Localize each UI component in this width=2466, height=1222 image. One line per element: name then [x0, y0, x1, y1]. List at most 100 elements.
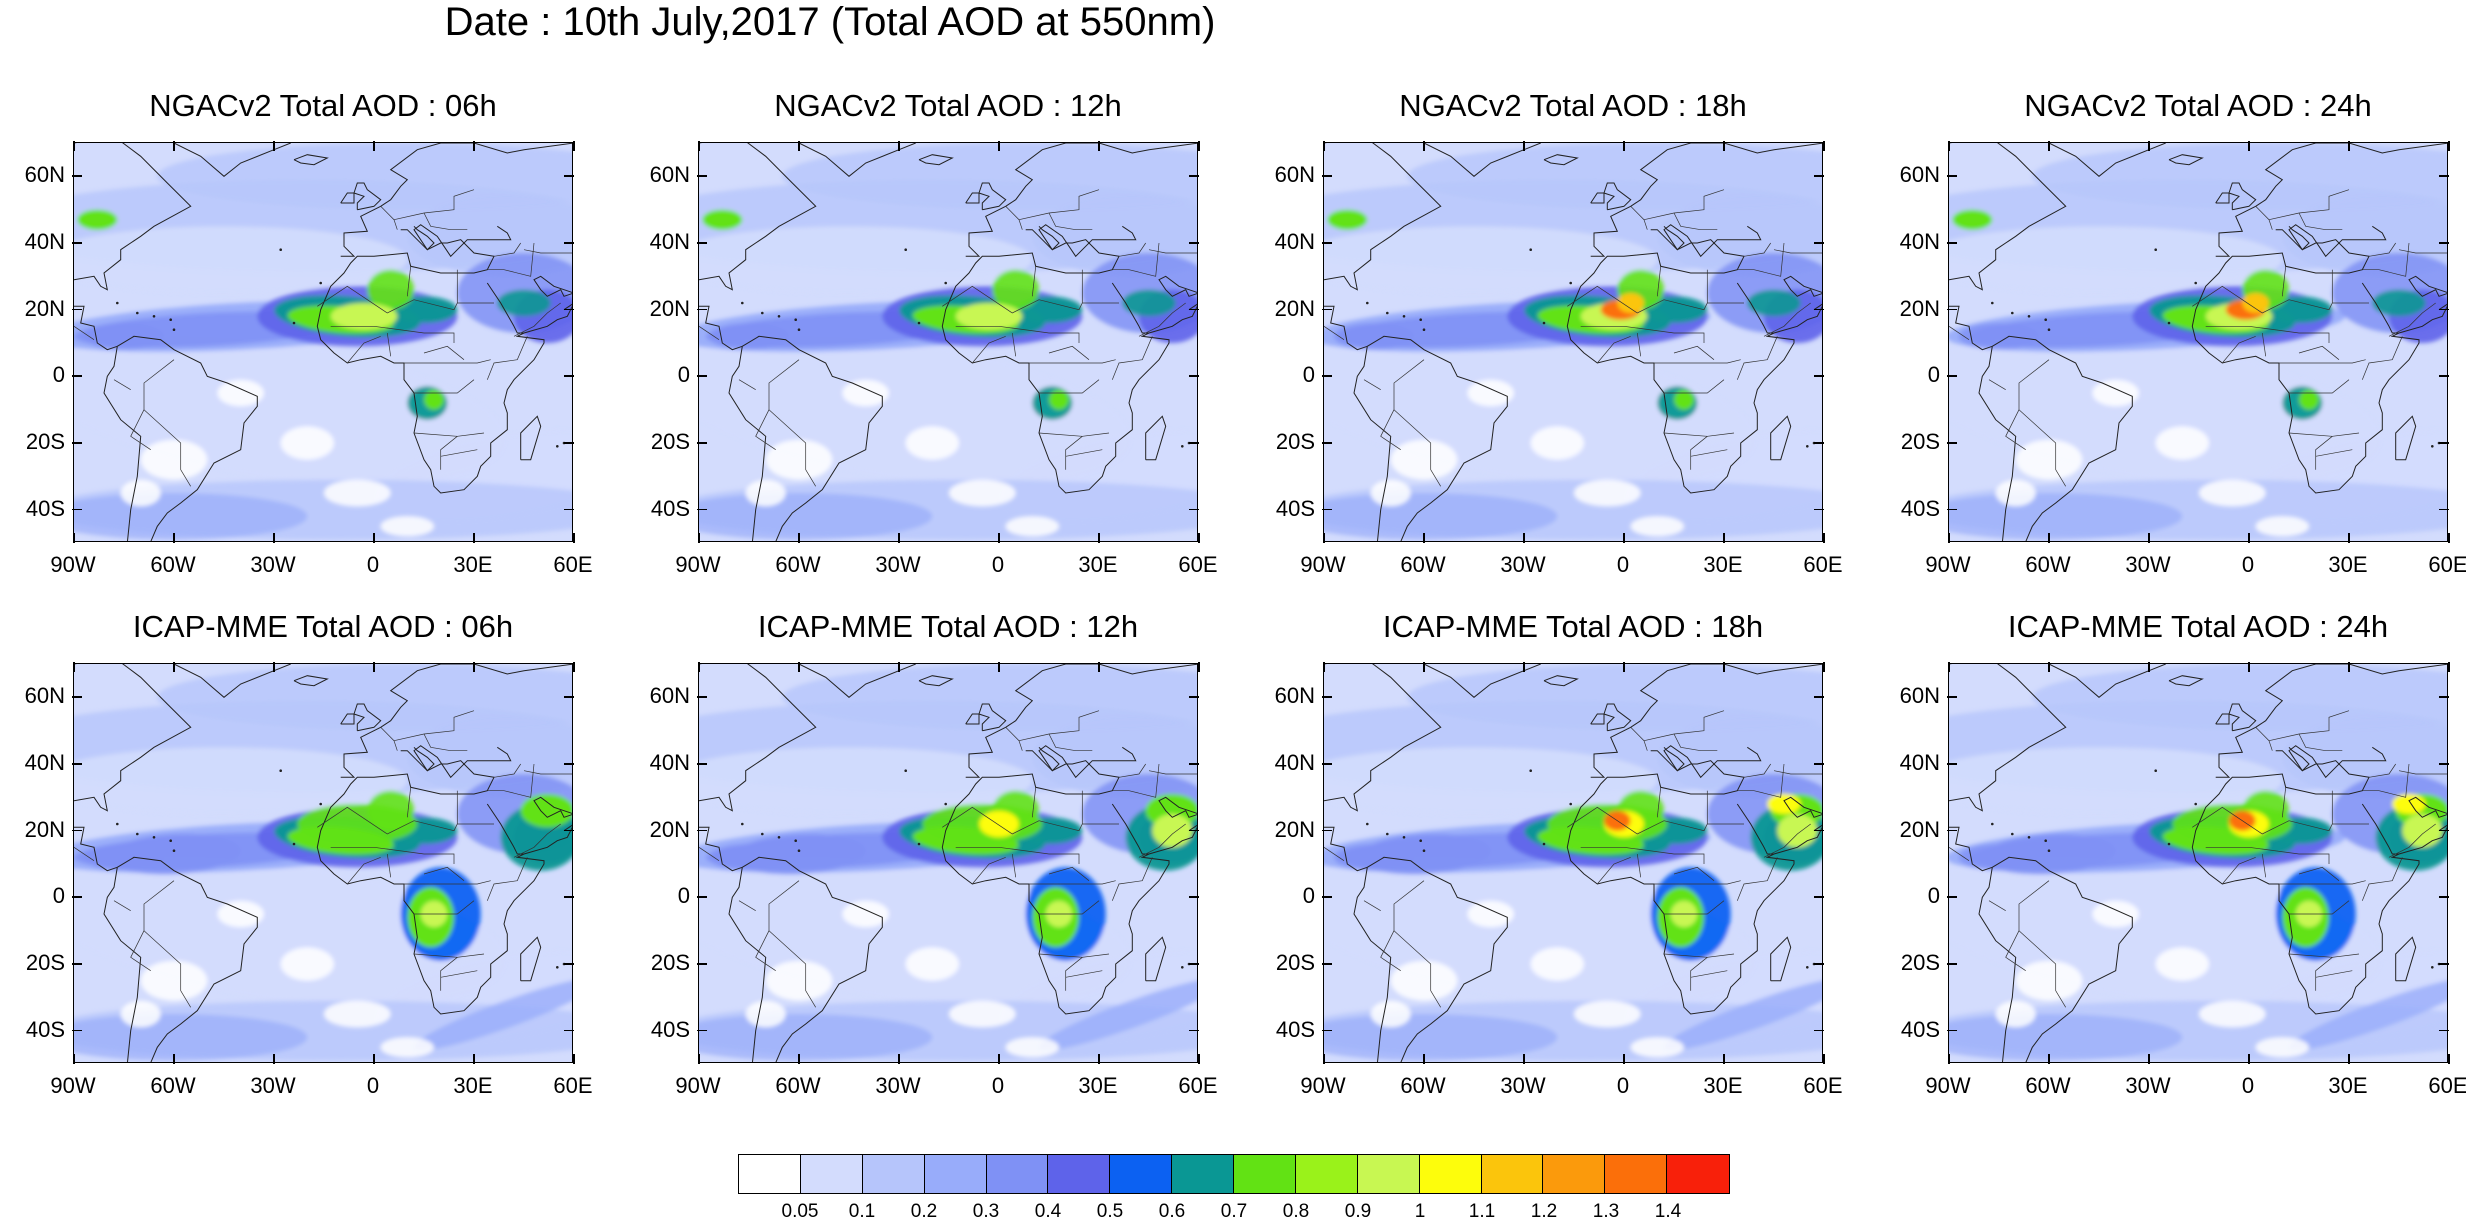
coastlines	[74, 664, 572, 1062]
low-aod-patch	[1005, 516, 1059, 537]
lat-tick-label: 60N	[649, 683, 690, 709]
lat-tick-label: 40S	[25, 1016, 65, 1042]
lon-tick-label: 60W	[150, 1073, 196, 1098]
lon-tickmark	[798, 662, 800, 672]
lat-tick-label: 40S	[1900, 495, 1940, 521]
lon-tick-label: 90W	[675, 1073, 721, 1098]
lat-tickmark	[1814, 442, 1824, 444]
low-aod-patch	[2015, 439, 2083, 480]
lon-tickmark	[73, 662, 75, 672]
lat-tickmark	[564, 696, 574, 698]
aod-plume	[2299, 389, 2319, 410]
lat-tick-label: 60N	[1274, 683, 1315, 709]
lat-tickmark	[2439, 1029, 2449, 1032]
aod-plume	[1324, 747, 1658, 814]
low-aod-patch	[140, 960, 208, 1001]
coastlines	[699, 664, 1197, 1062]
lon-tickmark	[1098, 141, 1100, 151]
lon-tickmark	[998, 1054, 1000, 1064]
lat-tick-label: 40N	[1899, 750, 1940, 775]
lon-tick-label: 0	[1616, 1073, 1630, 1098]
lat-tickmark	[1189, 242, 1199, 244]
aod-plume	[424, 389, 444, 410]
lat-tick-label: 40S	[1900, 1016, 1940, 1042]
lon-tickmark	[2248, 662, 2250, 672]
colorbar-swatch	[1543, 1155, 1606, 1193]
lon-tickmark	[2448, 662, 2450, 672]
lat-tickmark	[1322, 696, 1332, 698]
lat-tick-label: 60N	[24, 162, 65, 188]
lon-tick-label: 30E	[1078, 1073, 1118, 1098]
lon-tickmark	[2348, 1054, 2350, 1064]
lat-tickmark	[697, 242, 707, 244]
lon-tickmark	[173, 533, 175, 543]
low-aod-patch	[120, 1000, 161, 1028]
lat-tickmark	[1322, 963, 1332, 965]
lat-tickmark	[1322, 896, 1332, 898]
lat-tickmark	[1947, 375, 1957, 377]
lon-tick-label: 30W	[2125, 1073, 2171, 1098]
lat-tickmark	[1322, 242, 1332, 244]
low-aod-patch	[949, 1000, 1016, 1028]
lon-tickmark	[1423, 1054, 1425, 1064]
lon-tick-label: 60E	[2428, 552, 2466, 577]
lat-tick-label: 40N	[649, 229, 690, 254]
lat-tickmark	[1947, 696, 1957, 698]
lon-tick-label: 60E	[1803, 552, 1843, 577]
lat-tickmark	[1947, 308, 1957, 311]
lon-tickmark	[1098, 533, 1100, 543]
lat-tickmark	[2439, 308, 2449, 311]
aod-plume	[992, 269, 1039, 310]
lon-tickmark	[1948, 533, 1950, 543]
lon-tick-label: 60E	[553, 1073, 593, 1098]
lon-tickmark	[373, 662, 375, 672]
lat-tickmark	[1947, 1029, 1957, 1032]
low-aod-patch	[2155, 947, 2209, 981]
lon-tickmark	[1198, 1054, 1200, 1064]
colorbar-swatch	[1172, 1155, 1234, 1193]
colorbar-level-label: 1.2	[1530, 1201, 1558, 1222]
low-aod-patch	[842, 900, 889, 928]
lat-tickmark	[2439, 442, 2449, 444]
lat-tickmark	[1814, 175, 1824, 177]
lon-tickmark	[473, 662, 475, 672]
low-aod-patch	[1005, 1037, 1059, 1058]
lon-tickmark	[73, 533, 75, 543]
lat-tickmark	[72, 508, 82, 511]
low-aod-patch	[2255, 516, 2309, 537]
lon-tick-label: 90W	[50, 552, 96, 577]
panel-title: ICAP-MME Total AOD : 12h	[757, 609, 1139, 644]
lon-tickmark	[998, 662, 1000, 672]
lat-tick-label: 20N	[24, 816, 65, 842]
lon-tickmark	[1323, 1054, 1325, 1064]
aod-plume	[157, 143, 572, 210]
lon-tickmark	[2048, 141, 2050, 151]
aod-plume	[2288, 977, 2447, 1051]
lon-tick-label: 90W	[675, 552, 721, 577]
lat-tickmark	[1322, 829, 1332, 832]
aod-map	[1948, 142, 2448, 542]
lon-tick-label: 30E	[1703, 1073, 1743, 1098]
lon-tickmark	[798, 1054, 800, 1064]
lon-tickmark	[1323, 662, 1325, 672]
lon-tickmark	[2248, 141, 2250, 151]
lon-tick-label: 90W	[1300, 1073, 1346, 1098]
aod-plume	[367, 269, 415, 310]
lat-tickmark	[564, 829, 574, 832]
aod-plume	[699, 226, 1033, 293]
lon-tickmark	[1623, 141, 1625, 151]
lat-tickmark	[697, 763, 707, 765]
lat-tickmark	[1189, 896, 1199, 898]
colorbar-swatch	[1234, 1155, 1296, 1193]
lat-tick-label: 40N	[1899, 229, 1940, 254]
lat-tickmark	[2439, 375, 2449, 377]
lat-tickmark	[564, 896, 574, 898]
lon-tick-label: 30E	[2328, 1073, 2368, 1098]
lon-tickmark	[573, 662, 575, 672]
lon-tick-label: 90W	[1925, 1073, 1971, 1098]
lat-tick-label: 40S	[1275, 1016, 1315, 1042]
colorbar-swatch	[1419, 1155, 1482, 1193]
aod-plume	[1122, 289, 1176, 317]
lat-tickmark	[1814, 308, 1824, 311]
lon-tickmark	[1948, 662, 1950, 672]
